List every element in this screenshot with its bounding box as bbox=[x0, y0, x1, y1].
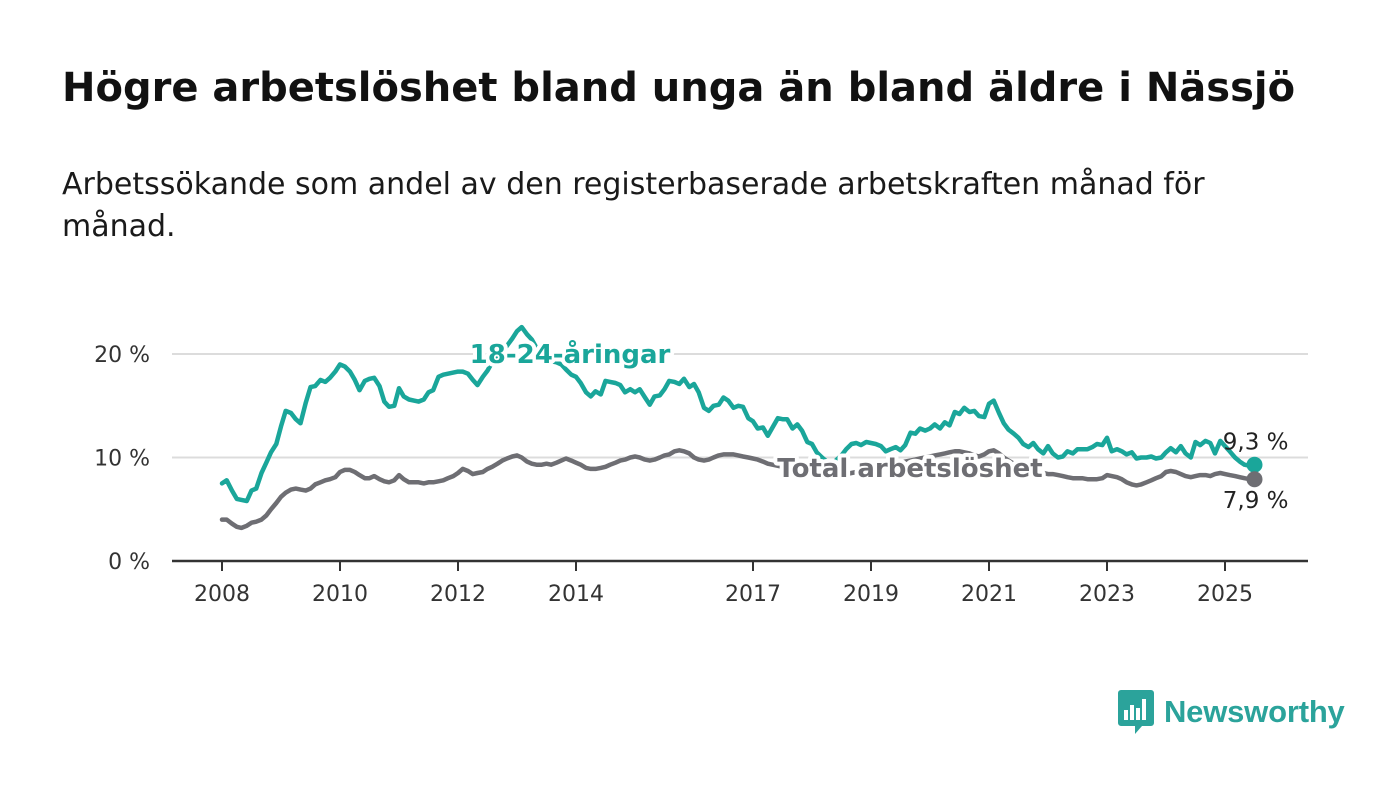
end-point-youth bbox=[1246, 456, 1263, 473]
x-tick-label: 2014 bbox=[548, 582, 604, 607]
y-tick-label: 0 % bbox=[108, 550, 150, 575]
brand-logo: Newsworthy bbox=[1118, 690, 1345, 734]
bar-chart-speech-bubble-icon bbox=[1118, 690, 1154, 734]
chart-title: Högre arbetslöshet bland unga än bland ä… bbox=[62, 65, 1296, 111]
end-label-youth: 9,3 % bbox=[1223, 430, 1289, 456]
chart-subtitle: Arbetssökande som andel av den registerb… bbox=[62, 167, 1205, 244]
series-label-youth: 18-24-åringar bbox=[470, 338, 671, 370]
x-tick-label: 2023 bbox=[1079, 582, 1135, 607]
y-tick-label: 10 % bbox=[94, 447, 150, 472]
x-tick-label: 2019 bbox=[843, 582, 899, 607]
x-tick-label: 2008 bbox=[194, 582, 250, 607]
x-tick-label: 2012 bbox=[430, 582, 486, 607]
y-tick-label: 20 % bbox=[94, 343, 150, 368]
x-axis: 2008 2010 2012 2014 2017 2019 2021 2023 2025 bbox=[172, 559, 1308, 607]
brand-name: Newsworthy bbox=[1164, 694, 1345, 729]
x-tick-label: 2021 bbox=[961, 582, 1017, 607]
series-label-youth-halo: 18-24-åringar bbox=[470, 338, 671, 370]
x-tick-label: 2017 bbox=[725, 582, 781, 607]
end-label-total: 7,9 % bbox=[1223, 488, 1289, 514]
x-tick-label: 2010 bbox=[312, 582, 368, 607]
series-label-total-halo: Total arbetslöshet bbox=[777, 454, 1042, 484]
series-label-total: Total arbetslöshet bbox=[777, 454, 1042, 484]
y-axis: 0 % 10 % 20 % bbox=[94, 343, 150, 575]
series-lines bbox=[219, 324, 1263, 531]
series-line-youth bbox=[219, 324, 1257, 504]
x-tick-label: 2025 bbox=[1197, 582, 1253, 607]
series-line-total bbox=[219, 448, 1257, 531]
end-point-total bbox=[1246, 471, 1263, 488]
